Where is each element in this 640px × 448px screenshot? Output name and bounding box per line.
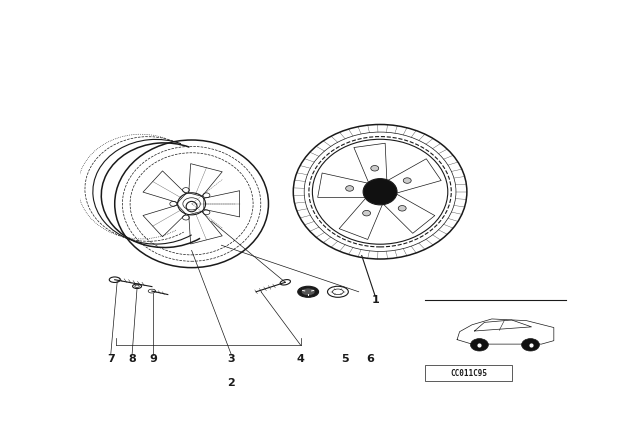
- Ellipse shape: [298, 286, 319, 297]
- Circle shape: [470, 339, 488, 351]
- Text: 3: 3: [227, 354, 235, 364]
- Text: 2: 2: [227, 378, 235, 388]
- Circle shape: [371, 165, 379, 171]
- Circle shape: [363, 211, 371, 216]
- Text: 9: 9: [150, 354, 157, 364]
- Circle shape: [522, 339, 540, 351]
- Text: 4: 4: [297, 354, 305, 364]
- Text: 8: 8: [128, 354, 136, 364]
- Circle shape: [398, 206, 406, 211]
- Bar: [425, 365, 513, 382]
- Text: 7: 7: [107, 354, 115, 364]
- Circle shape: [403, 178, 412, 183]
- Circle shape: [346, 185, 353, 191]
- Text: 6: 6: [366, 354, 374, 364]
- Text: 1: 1: [371, 295, 379, 306]
- Text: 5: 5: [342, 354, 349, 364]
- Ellipse shape: [363, 179, 397, 205]
- Ellipse shape: [301, 288, 315, 296]
- Text: CC011C95: CC011C95: [450, 369, 487, 378]
